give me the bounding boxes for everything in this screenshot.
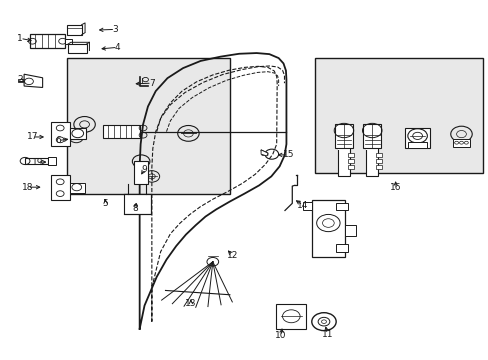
Polygon shape [24,74,42,87]
Text: 9: 9 [142,165,147,174]
Bar [70,128,85,139]
Text: 19: 19 [31,158,43,167]
Bar [375,165,381,168]
Text: 2: 2 [18,75,23,84]
Text: 8: 8 [132,204,138,213]
Bar [344,225,355,235]
Bar [335,203,347,211]
Text: 6: 6 [55,136,61,145]
Bar [335,244,347,252]
Text: 18: 18 [22,183,33,192]
Text: 14: 14 [297,201,308,210]
Text: 15: 15 [282,150,294,159]
Bar [30,34,65,48]
Bar [276,304,306,329]
Bar [347,153,353,157]
Text: 10: 10 [275,332,286,341]
Bar [452,139,469,147]
Bar [405,128,429,148]
Bar [375,153,381,157]
Bar [315,58,483,173]
Bar [124,194,151,214]
Bar [347,165,353,168]
Bar [70,183,84,193]
Bar [18,79,24,82]
Text: 13: 13 [185,299,196,308]
Text: 12: 12 [226,251,238,260]
Bar [337,148,349,176]
Bar [67,25,81,35]
Text: 5: 5 [102,199,108,208]
Bar [303,202,311,211]
Bar [337,148,349,149]
Bar [375,159,381,163]
Bar [366,148,377,176]
Text: 11: 11 [321,330,332,339]
Bar [65,39,72,44]
Bar [407,142,427,148]
Bar [68,44,86,53]
Bar [334,125,352,148]
Text: 1: 1 [17,34,23,43]
Text: 16: 16 [389,183,401,192]
Bar [103,125,140,138]
Bar [134,161,148,184]
Bar [366,148,377,149]
Polygon shape [261,150,267,155]
Polygon shape [261,150,267,156]
Bar [347,159,353,163]
Bar [66,58,229,194]
Bar [51,122,70,146]
Bar [51,175,70,200]
Bar [48,157,56,165]
Text: 4: 4 [115,43,120,52]
Text: 7: 7 [149,79,154,88]
Bar [25,158,48,163]
Bar [311,200,344,257]
Text: 17: 17 [26,132,38,141]
Bar [363,125,380,148]
Text: 3: 3 [112,25,118,34]
